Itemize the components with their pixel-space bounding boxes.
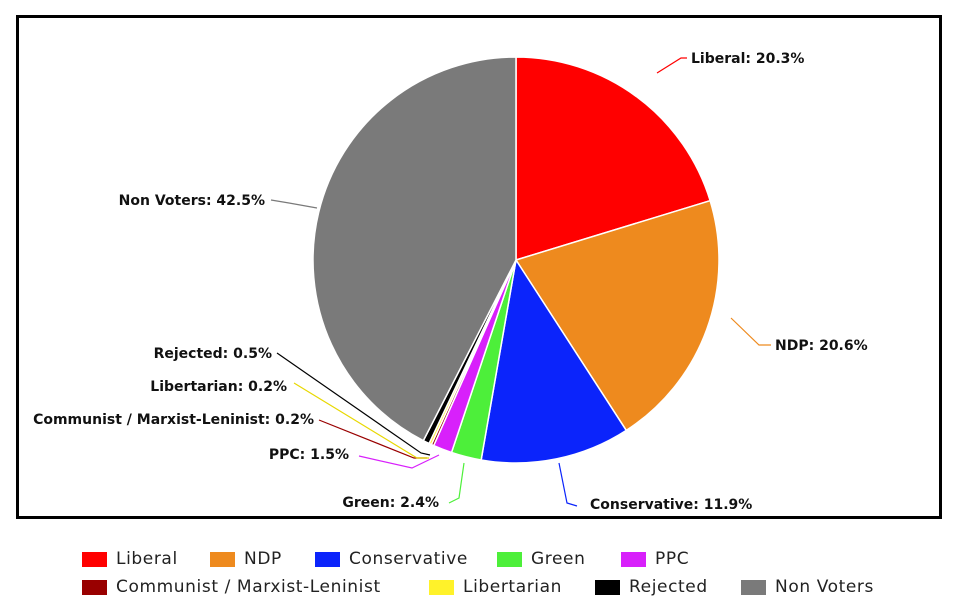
slice-label: Liberal: 20.3% [691,51,804,67]
legend-swatch [497,552,522,567]
legend-swatch [429,580,454,595]
legend-swatch [82,580,107,595]
slice-label: NDP: 20.6% [775,338,868,354]
legend-label: Liberal [116,549,178,569]
label-connector [656,57,687,74]
legend-label: Green [531,549,586,569]
chart-frame: Liberal: 20.3% NDP: 20.6% Conservative: 11… [16,15,942,519]
pie-slice-conservative[interactable] [480,257,628,464]
slice-label: Rejected: 0.5% [154,346,272,362]
pie-chart: Liberal: 20.3% NDP: 20.6% Conservative: 11… [33,51,868,513]
label-connector [276,352,431,456]
legend-label: Non Voters [775,577,874,597]
slice-label: Communist / Marxist-Leninist: 0.2% [33,412,314,428]
pie-slice-liberal[interactable] [515,56,712,262]
slice-label: PPC: 1.5% [269,447,349,463]
label-connector [558,462,578,507]
legend-swatch [741,580,766,595]
legend-swatch [595,580,620,595]
legend-swatch [210,552,235,567]
label-connector [448,462,465,504]
pie-slice-non-voters[interactable] [312,56,517,442]
legend-swatch [82,552,107,567]
legend-row: Communist / Marxist-Leninist Libertarian… [0,576,960,600]
legend-label: Conservative [349,549,468,569]
legend-label: Libertarian [463,577,563,597]
legend-label: Rejected [629,577,708,597]
slice-label: Libertarian: 0.2% [150,379,287,395]
label-connector [730,317,771,346]
legend-swatch [315,552,340,567]
label-connector [358,454,440,469]
pie-slice-ndp[interactable] [514,199,720,432]
legend-label: PPC [655,549,690,569]
legend-row: Liberal NDP Conservative Green PPC [0,548,960,572]
legend-label: Communist / Marxist-Leninist [116,577,381,597]
legend-label: NDP [244,549,282,569]
label-connector [270,199,318,209]
slice-label: Conservative: 11.9% [590,497,752,513]
label-connector [293,382,429,459]
slice-label: Green: 2.4% [342,495,439,511]
legend-swatch [621,552,646,567]
slice-label: Non Voters: 42.5% [119,193,265,209]
